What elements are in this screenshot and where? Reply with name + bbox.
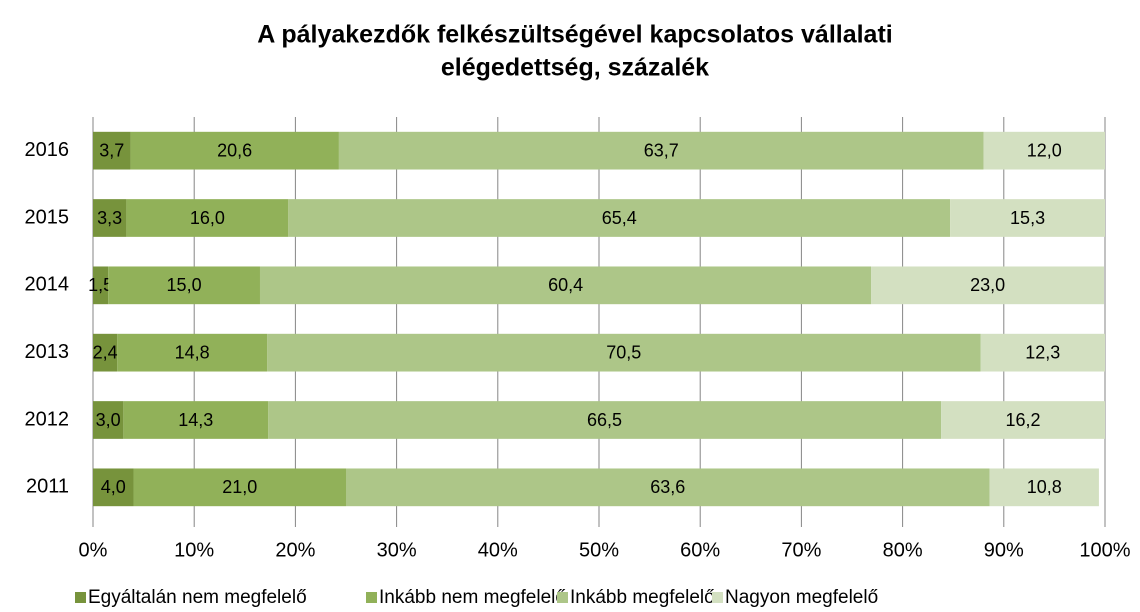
y-tick-label: 2013	[25, 341, 70, 363]
y-tick-label: 2016	[25, 139, 70, 161]
x-tick-label: 90%	[984, 539, 1024, 561]
value-label: 14,3	[178, 410, 213, 430]
value-label: 65,4	[602, 208, 637, 228]
bar-segment	[267, 333, 981, 372]
bar-segment	[288, 199, 951, 237]
value-label: 15,0	[167, 275, 202, 295]
chart-title: elégedettség, százalék	[441, 54, 709, 82]
bar-segment	[983, 131, 1105, 170]
bar-segment	[989, 468, 1099, 507]
legend-swatch	[75, 592, 86, 603]
value-label: 16,0	[190, 208, 225, 228]
value-label: 16,2	[1006, 410, 1041, 430]
x-tick-label: 40%	[478, 539, 518, 561]
x-tick-label: 10%	[174, 539, 214, 561]
bar-segment	[259, 266, 872, 305]
y-tick-label: 2011	[26, 476, 69, 498]
value-label: 23,0	[970, 275, 1005, 295]
value-label: 2,4	[93, 342, 118, 362]
bar-segment	[108, 266, 260, 305]
bar-segment	[126, 199, 289, 237]
chart-title: A pályakezdők felkészültségével kapcsola…	[257, 21, 893, 49]
legend-label: Inkább nem megfelelő	[379, 587, 566, 608]
value-label: 63,7	[644, 140, 679, 160]
x-tick-label: 30%	[377, 539, 417, 561]
y-tick-label: 2012	[25, 408, 70, 430]
value-label: 15,3	[1010, 208, 1045, 228]
value-label: 63,6	[650, 477, 685, 497]
x-tick-label: 80%	[883, 539, 923, 561]
value-label: 70,5	[606, 342, 641, 362]
value-label: 3,7	[99, 140, 124, 160]
value-label: 14,8	[175, 342, 210, 362]
value-label: 3,3	[97, 208, 122, 228]
x-tick-label: 0%	[79, 539, 108, 561]
bar-segment	[980, 333, 1105, 372]
bar-segment	[93, 468, 134, 507]
bar-segment	[93, 199, 127, 237]
bar-segment	[93, 401, 124, 439]
value-label: 66,5	[587, 410, 622, 430]
value-label: 60,4	[548, 275, 583, 295]
bar-segment	[950, 199, 1105, 237]
bar-segment	[268, 401, 942, 439]
x-tick-label: 100%	[1079, 539, 1130, 561]
y-tick-label: 2015	[25, 206, 70, 228]
x-tick-label: 60%	[680, 539, 720, 561]
x-tick-label: 70%	[781, 539, 821, 561]
value-label: 3,0	[96, 410, 121, 430]
bar-segment	[93, 266, 109, 305]
bar-segment	[117, 333, 268, 372]
x-tick-label: 20%	[275, 539, 315, 561]
value-label: 4,0	[101, 477, 126, 497]
value-label: 10,8	[1027, 477, 1062, 497]
bar-segment	[338, 131, 984, 170]
x-tick-label: 50%	[579, 539, 619, 561]
value-label: 21,0	[222, 477, 257, 497]
value-label: 20,6	[217, 140, 252, 160]
value-label: 12,0	[1027, 140, 1062, 160]
bar-segment	[93, 333, 118, 372]
bar-segment	[346, 468, 990, 507]
y-tick-label: 2014	[25, 274, 70, 296]
bar-segment	[133, 468, 346, 507]
bar-segment	[941, 401, 1105, 439]
value-label: 1,5	[88, 275, 113, 295]
legend-label: Inkább megfelelő	[570, 587, 715, 608]
value-label: 12,3	[1025, 342, 1060, 362]
bar-segment	[871, 266, 1104, 305]
legend-label: Nagyon megfelelő	[725, 587, 878, 608]
legend-swatch	[712, 592, 723, 603]
legend-swatch	[366, 592, 377, 603]
legend-label: Egyáltalán nem megfelelő	[88, 587, 307, 608]
bar-segment	[130, 131, 339, 170]
legend-swatch	[557, 592, 568, 603]
bar-segment	[123, 401, 269, 439]
bar-segment	[93, 131, 131, 170]
